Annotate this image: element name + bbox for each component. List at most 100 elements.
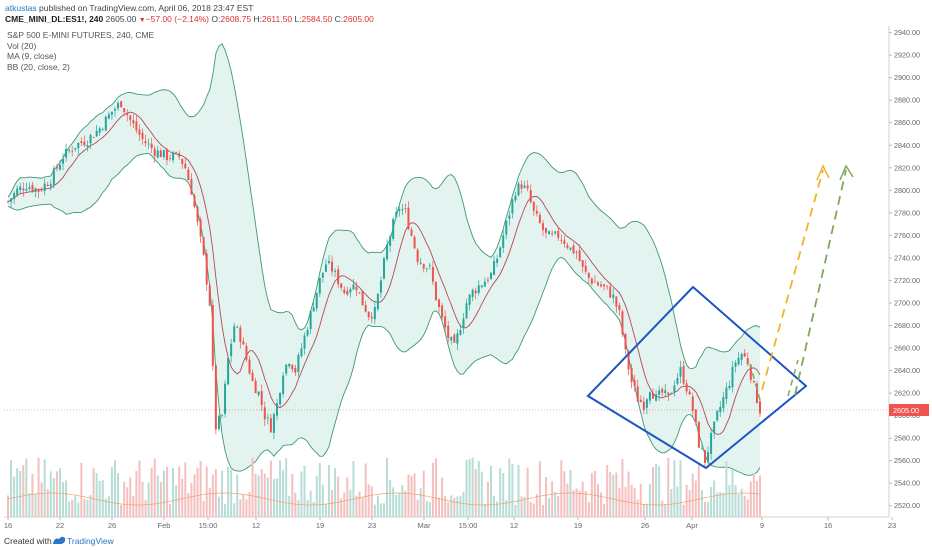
candle-body bbox=[673, 385, 676, 392]
y-tick-label: 2620.00 bbox=[894, 389, 920, 398]
volume-bar bbox=[269, 460, 272, 517]
volume-bar bbox=[465, 460, 468, 517]
volume-bar bbox=[755, 480, 758, 517]
legend-ma[interactable]: MA (9, close) bbox=[7, 51, 57, 61]
candle-body bbox=[181, 158, 184, 165]
volume-bar bbox=[483, 503, 486, 517]
volume-bar bbox=[557, 495, 560, 517]
volume-bar bbox=[664, 504, 667, 517]
x-tick-label: Mar bbox=[418, 521, 431, 530]
candle-body bbox=[676, 377, 679, 384]
high-value: 2611.50 bbox=[261, 14, 293, 24]
candle-body bbox=[511, 199, 514, 214]
volume-bar bbox=[98, 481, 101, 517]
candle-body bbox=[83, 141, 86, 146]
candle-body bbox=[260, 390, 263, 406]
symbol-name[interactable]: CME_MINI_DL:ES1!, 240 bbox=[5, 14, 104, 24]
volume-bar bbox=[309, 490, 312, 517]
volume-bar bbox=[441, 477, 444, 517]
volume-bar bbox=[633, 488, 636, 517]
candle-body bbox=[523, 185, 526, 188]
candle-body bbox=[606, 285, 609, 287]
candle-body bbox=[7, 201, 9, 203]
volume-bar bbox=[425, 501, 428, 517]
candle-body bbox=[254, 380, 257, 394]
down-arrow-icon: ▼ bbox=[138, 17, 146, 24]
candle-body bbox=[670, 393, 673, 394]
candle-body bbox=[178, 153, 181, 157]
legend-bb[interactable]: BB (20, close, 2) bbox=[7, 61, 70, 72]
candle-body bbox=[46, 184, 49, 186]
candle-body bbox=[239, 327, 242, 342]
candle-body bbox=[593, 281, 596, 283]
candle-body bbox=[700, 448, 703, 450]
volume-bar bbox=[655, 463, 658, 517]
volume-bar bbox=[438, 497, 441, 517]
candle-body bbox=[545, 227, 548, 233]
candle-body bbox=[266, 417, 269, 419]
candle-body bbox=[141, 132, 144, 140]
volume-bar bbox=[578, 490, 581, 517]
candle-body bbox=[144, 141, 147, 144]
candle-body bbox=[65, 148, 68, 158]
volume-bar bbox=[276, 478, 279, 517]
volume-bar bbox=[162, 470, 165, 517]
volume-bar bbox=[615, 472, 618, 517]
candle-body bbox=[190, 179, 193, 195]
candle-body bbox=[731, 367, 734, 388]
candle-body bbox=[126, 112, 129, 116]
volume-bar bbox=[77, 502, 80, 517]
y-tick-label: 2720.00 bbox=[894, 276, 920, 285]
candle-body bbox=[327, 261, 330, 264]
candle-body bbox=[499, 247, 502, 257]
last-price-label: 2605.00 bbox=[893, 406, 919, 415]
candle-body bbox=[517, 183, 520, 196]
volume-bar bbox=[526, 467, 529, 517]
author-link[interactable]: atkustas bbox=[5, 3, 37, 13]
candle-body bbox=[312, 307, 315, 312]
candle-body bbox=[453, 334, 456, 343]
volume-bar bbox=[511, 463, 514, 517]
volume-bar bbox=[74, 496, 77, 517]
volume-bar bbox=[184, 462, 187, 517]
volume-bar bbox=[386, 457, 389, 517]
legend-title[interactable]: S&P 500 E-MINI FUTURES, 240, CME bbox=[7, 30, 155, 40]
candle-body bbox=[193, 195, 196, 207]
volume-bar bbox=[392, 487, 395, 517]
candle-body bbox=[389, 236, 392, 246]
candle-body bbox=[716, 411, 719, 421]
candle-body bbox=[165, 149, 168, 161]
last-price-tag bbox=[889, 403, 929, 416]
candle-body bbox=[441, 305, 444, 318]
volume-bar bbox=[477, 461, 480, 517]
candle-body bbox=[257, 391, 260, 395]
volume-bar bbox=[759, 475, 761, 517]
price-chart[interactable]: 2520.002540.002560.002580.002600.002620.… bbox=[0, 26, 932, 533]
x-tick-label: 19 bbox=[316, 521, 324, 530]
volume-bar bbox=[25, 458, 28, 517]
candle-body bbox=[110, 111, 113, 115]
candle-body bbox=[92, 137, 95, 138]
volume-bar bbox=[535, 494, 538, 517]
candle-body bbox=[538, 214, 541, 223]
volume-bar bbox=[123, 481, 126, 517]
tradingview-brand[interactable]: TradingView bbox=[67, 536, 114, 546]
volume-bar bbox=[560, 460, 563, 517]
candle-body bbox=[364, 304, 367, 312]
volume-bar bbox=[306, 499, 309, 517]
legend-volume[interactable]: Vol (20) bbox=[7, 40, 37, 51]
candle-body bbox=[276, 403, 279, 416]
candle-body bbox=[156, 150, 159, 158]
x-tick-label: 15:00 bbox=[199, 521, 218, 530]
tradingview-logo-icon[interactable] bbox=[52, 534, 66, 548]
volume-bar bbox=[165, 466, 168, 517]
publish-text: published on TradingView.com, April 06, … bbox=[36, 3, 254, 13]
volume-bar bbox=[147, 482, 150, 517]
candle-body bbox=[474, 290, 477, 294]
candle-body bbox=[627, 351, 630, 370]
volume-bar bbox=[538, 461, 541, 517]
volume-bar bbox=[532, 503, 535, 517]
volume-bar bbox=[217, 496, 220, 517]
volume-bar bbox=[743, 495, 746, 517]
candle-body bbox=[609, 286, 612, 298]
